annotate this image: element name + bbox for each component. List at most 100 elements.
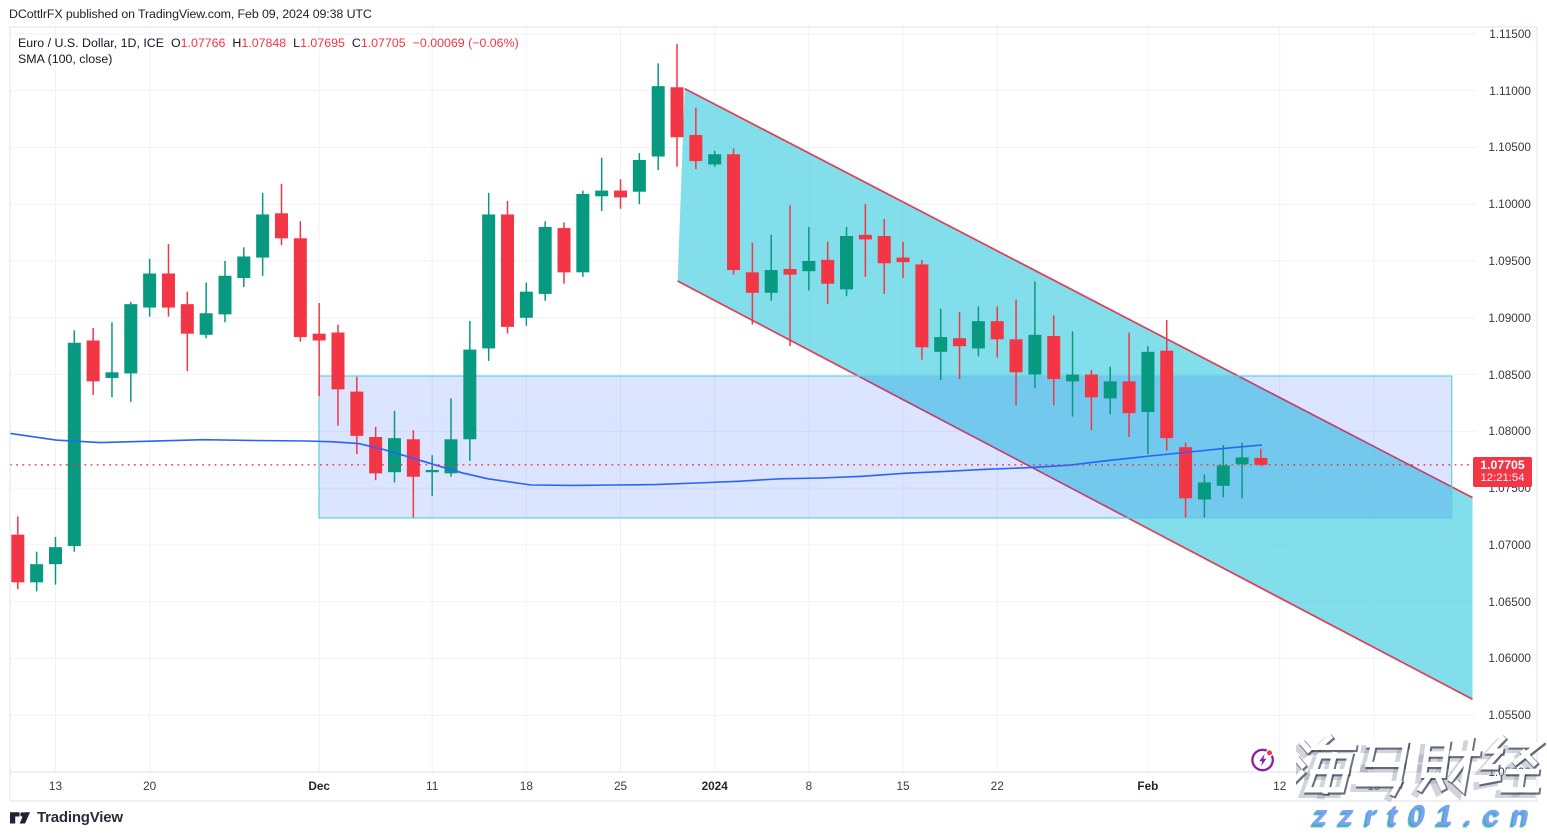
candle[interactable] <box>557 222 571 284</box>
candle[interactable] <box>312 303 326 397</box>
tradingview-attribution[interactable]: TradingView <box>10 809 123 826</box>
candle[interactable] <box>161 243 175 317</box>
time-axis-label: 8 <box>805 779 813 793</box>
candle[interactable] <box>802 226 816 291</box>
symbol-title[interactable]: Euro / U.S. Dollar, 1D, ICE <box>18 36 164 50</box>
candle[interactable] <box>840 226 854 297</box>
candle[interactable] <box>1084 370 1098 431</box>
candle[interactable] <box>30 551 44 592</box>
candle[interactable] <box>708 150 722 167</box>
candle[interactable] <box>764 234 778 301</box>
candle[interactable] <box>48 536 62 585</box>
candle[interactable] <box>1009 299 1023 406</box>
publish-header: DCottlrFX published on TradingView.com, … <box>9 7 372 21</box>
candle[interactable] <box>1179 442 1193 518</box>
candle[interactable] <box>896 241 910 279</box>
candle-body <box>482 214 496 349</box>
candle[interactable] <box>463 321 477 461</box>
candle[interactable] <box>1066 331 1080 417</box>
candle[interactable] <box>1160 320 1174 451</box>
candle[interactable] <box>388 410 401 483</box>
channel-lower-line[interactable] <box>677 280 1473 701</box>
candle[interactable] <box>783 205 797 347</box>
candle-body <box>858 234 872 240</box>
candle[interactable] <box>745 242 759 325</box>
candle-body <box>312 333 326 341</box>
candle[interactable] <box>237 247 251 288</box>
candle[interactable] <box>350 376 364 455</box>
candle[interactable] <box>576 190 590 277</box>
candle[interactable] <box>293 221 307 342</box>
last-price-label: 1.07705 12:21:54 <box>1473 456 1532 488</box>
flash-bolt <box>1259 753 1267 767</box>
candle-body <box>86 340 100 382</box>
candle-body <box>557 228 571 273</box>
watermark-cjk-char <box>1350 742 1411 802</box>
candle[interactable] <box>519 282 533 326</box>
candle[interactable] <box>1141 346 1155 455</box>
tradingview-brand-text[interactable]: TradingView <box>37 809 123 826</box>
candle-body <box>48 547 62 565</box>
candle-body <box>180 304 194 334</box>
candle[interactable] <box>632 153 646 205</box>
candle-body <box>953 338 967 347</box>
candle[interactable] <box>501 200 515 334</box>
support-zone-rectangle[interactable] <box>318 375 1453 519</box>
candle-body <box>595 190 609 197</box>
price-axis-label: 1.10000 <box>1488 197 1531 212</box>
candle[interactable] <box>180 291 194 372</box>
candle[interactable] <box>1122 332 1136 438</box>
time-axis-label: 20 <box>143 779 157 793</box>
candle[interactable] <box>727 148 741 275</box>
candle[interactable] <box>1254 448 1268 466</box>
indicator-legend[interactable]: SMA (100, close) <box>18 51 113 66</box>
symbol-legend[interactable]: Euro / U.S. Dollar, 1D, ICE O1.07766 H1.… <box>18 36 519 50</box>
candle[interactable] <box>1047 315 1061 406</box>
candle[interactable] <box>425 455 439 497</box>
candle[interactable] <box>143 258 157 317</box>
candle[interactable] <box>256 192 270 276</box>
candle[interactable] <box>1216 444 1230 498</box>
candle[interactable] <box>821 241 835 305</box>
candle[interactable] <box>689 107 703 170</box>
candle[interactable] <box>274 183 288 246</box>
candle[interactable] <box>482 192 496 361</box>
candle[interactable] <box>1103 366 1117 415</box>
candle[interactable] <box>915 259 929 360</box>
candle-body <box>877 236 891 264</box>
candle[interactable] <box>651 63 665 171</box>
candle[interactable] <box>124 301 138 402</box>
price-axis-label: 1.06500 <box>1488 594 1531 609</box>
flash-marker-icon[interactable] <box>1251 748 1274 772</box>
parallel-channel-drawing[interactable] <box>677 87 1473 701</box>
candle[interactable] <box>934 308 948 381</box>
candle[interactable] <box>1235 442 1249 499</box>
change-value: −0.00069 (−0.06%) <box>412 36 519 50</box>
candle[interactable] <box>199 282 213 339</box>
candle[interactable] <box>614 179 628 209</box>
candle[interactable] <box>670 44 684 167</box>
time-axis-label: 15 <box>896 779 910 793</box>
candle[interactable] <box>877 218 891 294</box>
candle[interactable] <box>86 327 100 395</box>
sma-100-line[interactable] <box>10 432 1263 487</box>
candle[interactable] <box>105 322 119 398</box>
candle-body <box>67 342 81 547</box>
candle[interactable] <box>11 516 25 590</box>
channel-upper-line[interactable] <box>684 87 1473 499</box>
candle-body <box>256 214 270 258</box>
candle[interactable] <box>595 157 609 212</box>
candle[interactable] <box>858 204 872 277</box>
candle[interactable] <box>1197 474 1211 518</box>
candle[interactable] <box>218 261 232 323</box>
candle[interactable] <box>331 324 345 426</box>
candle[interactable] <box>971 306 985 357</box>
candle[interactable] <box>953 312 967 380</box>
candle[interactable] <box>538 221 552 301</box>
candle[interactable] <box>444 398 458 477</box>
candle[interactable] <box>990 306 1004 358</box>
channel-fill[interactable] <box>677 88 1473 700</box>
candle-body <box>1066 374 1080 382</box>
candle[interactable] <box>1028 281 1042 389</box>
